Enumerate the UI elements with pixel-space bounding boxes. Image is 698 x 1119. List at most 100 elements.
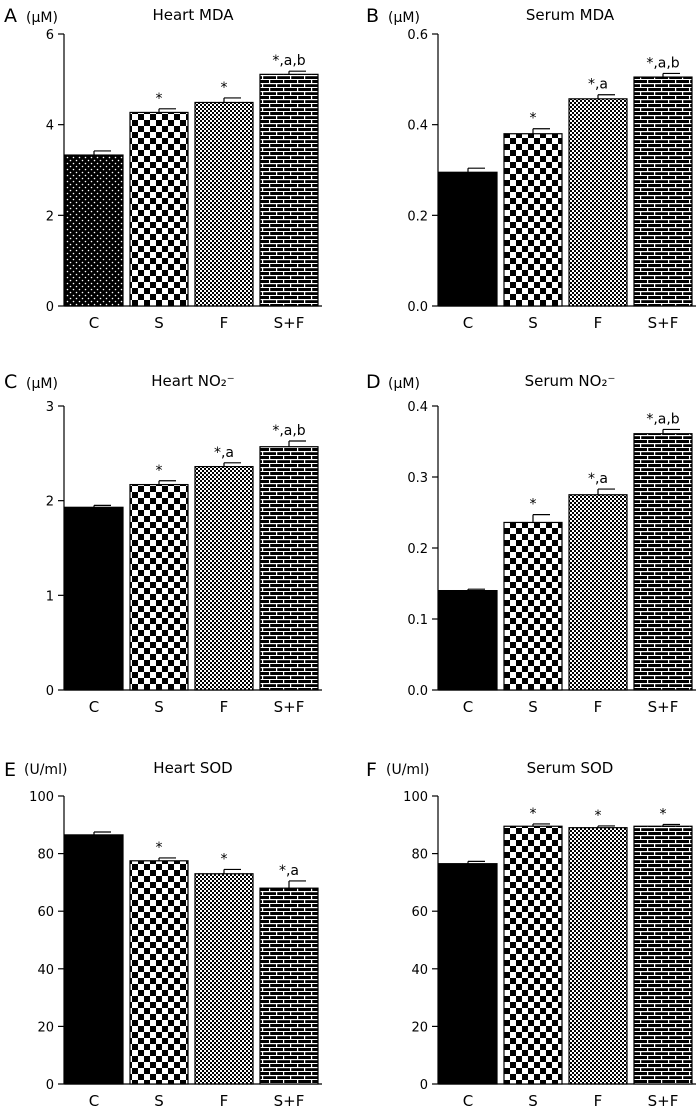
chart-title: Serum SOD: [527, 759, 614, 777]
y-tick-label: 0.4: [407, 119, 428, 134]
category-label: C: [463, 314, 473, 332]
panel-a: A (μM) Heart MDA 0 2 4 6 C * S * F *,a,b S+F: [4, 5, 322, 332]
significance-label: *,a: [214, 445, 234, 461]
y-tick-label: 0.0: [407, 300, 428, 315]
y-tick-label: 1: [46, 589, 54, 604]
category-label: C: [463, 698, 473, 716]
bar-splusf: [259, 73, 319, 307]
category-label: S+F: [648, 1092, 679, 1110]
y-tick-label: 0.4: [407, 400, 428, 415]
bar-c: [64, 154, 124, 307]
significance-label: *: [221, 851, 228, 867]
unit-label: (U/ml): [386, 762, 429, 778]
bar-splusf: [259, 887, 319, 1085]
chart-title: Heart NO₂⁻: [151, 372, 234, 390]
category-label: S: [528, 698, 538, 716]
y-tick-label: 0.2: [407, 542, 428, 557]
significance-label: *,a,b: [646, 411, 679, 427]
category-label: S: [528, 1092, 538, 1110]
y-tick-label: 3: [46, 400, 54, 415]
y-tick-label: 0: [46, 684, 54, 699]
y-tick-label: 0.0: [407, 684, 428, 699]
significance-label: *: [221, 80, 228, 96]
significance-label: *: [530, 497, 537, 513]
category-label: F: [594, 698, 603, 716]
panel-b: B (μM) Serum MDA 0.0 0.2 0.4 0.6 C * S *,a F *,a,…: [366, 5, 696, 332]
category-label: S+F: [648, 698, 679, 716]
unit-label: (μM): [388, 10, 420, 26]
unit-label: (U/ml): [24, 762, 67, 778]
panel-letter: A: [4, 5, 17, 27]
y-tick-label: 20: [411, 1020, 428, 1035]
y-tick-label: 60: [411, 905, 428, 920]
y-tick-label: 0.2: [407, 209, 428, 224]
bar-s: [503, 133, 563, 307]
significance-label: *,a: [588, 471, 608, 487]
bar-f: [194, 101, 254, 307]
significance-label: *,a: [588, 77, 608, 93]
chart-title: Heart MDA: [152, 6, 234, 24]
category-label: F: [594, 314, 603, 332]
category-label: F: [220, 1092, 229, 1110]
y-tick-label: 20: [37, 1020, 54, 1035]
panel-c: C (μM) Heart NO₂⁻ 0 1 2 3 C * S *,a F *,a,b S+F: [4, 371, 322, 716]
bar-c: [64, 506, 124, 691]
chart-title: Serum NO₂⁻: [525, 372, 616, 390]
panel-letter: B: [366, 5, 379, 27]
significance-label: *: [595, 808, 602, 824]
category-label: F: [594, 1092, 603, 1110]
category-label: S+F: [648, 314, 679, 332]
significance-label: *: [530, 111, 537, 127]
panel-letter: D: [366, 371, 381, 393]
unit-label: (μM): [388, 376, 420, 392]
y-tick-label: 80: [411, 848, 428, 863]
y-tick-label: 80: [37, 848, 54, 863]
category-label: C: [463, 1092, 473, 1110]
significance-label: *,a,b: [272, 423, 305, 439]
bar-s: [503, 825, 563, 1085]
y-tick-label: 6: [46, 28, 54, 43]
category-label: S: [154, 1092, 164, 1110]
unit-label: (μM): [26, 376, 58, 392]
category-label: S+F: [274, 1092, 305, 1110]
y-tick-label: 2: [46, 209, 54, 224]
significance-label: *,a,b: [272, 53, 305, 69]
bar-f: [194, 873, 254, 1085]
category-label: C: [89, 314, 99, 332]
bar-c: [64, 834, 124, 1085]
bar-f: [568, 98, 628, 307]
chart-title: Heart SOD: [153, 759, 232, 777]
panel-e: E (U/ml) Heart SOD 0 20 40 60 80 100 C * S * F *,a S…: [4, 759, 322, 1110]
panel-letter: E: [4, 759, 16, 781]
panel-f: F (U/ml) Serum SOD 0 20 40 60 80 100 C * S * F * S+F: [366, 759, 696, 1110]
category-label: S+F: [274, 698, 305, 716]
bar-splusf: [259, 446, 319, 691]
y-tick-label: 0.1: [407, 613, 428, 628]
category-label: C: [89, 698, 99, 716]
chart-title: Serum MDA: [526, 6, 615, 24]
y-tick-label: 40: [37, 963, 54, 978]
bar-c: [438, 589, 498, 691]
category-label: S: [154, 698, 164, 716]
significance-label: *: [530, 806, 537, 822]
category-label: C: [89, 1092, 99, 1110]
y-tick-label: 4: [46, 119, 54, 134]
y-tick-label: 2: [46, 495, 54, 510]
y-tick-label: 100: [29, 790, 54, 805]
category-label: F: [220, 698, 229, 716]
bar-s: [503, 521, 563, 691]
bar-c: [438, 863, 498, 1085]
bar-splusf: [633, 825, 693, 1085]
category-label: S: [154, 314, 164, 332]
significance-label: *: [156, 840, 163, 856]
panel-letter: C: [4, 371, 17, 393]
bar-f: [568, 827, 628, 1085]
unit-label: (μM): [26, 10, 58, 26]
bar-s: [129, 860, 189, 1085]
bar-s: [129, 483, 189, 691]
y-tick-label: 0: [46, 300, 54, 315]
panel-d: D (μM) Serum NO₂⁻ 0.0 0.1 0.2 0.3 0.4 C * S *,a F…: [366, 371, 696, 716]
significance-label: *: [660, 807, 667, 823]
y-tick-label: 100: [403, 790, 428, 805]
